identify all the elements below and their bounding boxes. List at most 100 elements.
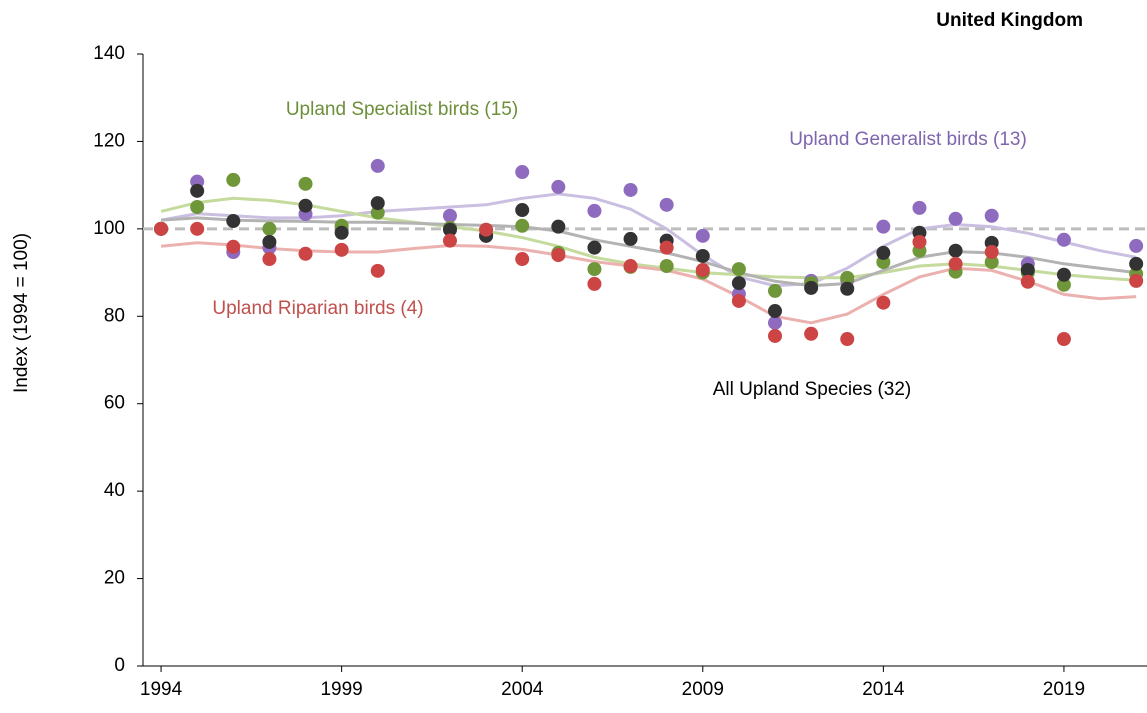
data-point (442, 208, 457, 223)
data-point (695, 262, 710, 277)
data-point (912, 200, 927, 215)
data-point (695, 228, 710, 243)
data-point (1129, 256, 1144, 271)
data-point (731, 293, 746, 308)
data-point (370, 263, 385, 278)
data-point (334, 225, 349, 240)
data-point (948, 243, 963, 258)
series-label: Upland Specialist birds (15) (286, 99, 518, 120)
data-point (190, 183, 205, 198)
data-point (1056, 232, 1071, 247)
data-point (370, 196, 385, 211)
series-label: All Upland Species (32) (713, 379, 912, 400)
data-point (659, 197, 674, 212)
x-tick-label: 2014 (862, 679, 905, 700)
data-point (840, 270, 855, 285)
data-point (1056, 332, 1071, 347)
data-point (876, 219, 891, 234)
data-point (840, 281, 855, 296)
x-tick-label: 1999 (320, 679, 362, 700)
data-point (515, 203, 530, 218)
data-point (551, 219, 566, 234)
data-point (659, 259, 674, 274)
data-point (154, 221, 169, 236)
data-point (768, 304, 783, 319)
data-point (1129, 238, 1144, 253)
y-tick-label: 120 (93, 130, 125, 151)
data-point (948, 256, 963, 271)
trend-line (161, 216, 1137, 288)
data-point (948, 211, 963, 226)
data-point (479, 222, 494, 237)
data-point (262, 252, 277, 267)
y-tick-label: 20 (104, 568, 125, 589)
data-point (876, 295, 891, 310)
y-tick-label: 80 (104, 305, 125, 326)
data-point (731, 276, 746, 291)
data-point (587, 262, 602, 277)
data-point (226, 239, 241, 254)
data-point (804, 280, 819, 295)
data-point (190, 200, 205, 214)
trend-line (160, 241, 1137, 325)
chart-title: United Kingdom (936, 10, 1083, 31)
series-label: Upland Generalist birds (13) (789, 129, 1027, 150)
data-point (840, 332, 855, 347)
trend-line (160, 196, 1137, 282)
data-point (442, 233, 457, 248)
y-tick-label: 140 (93, 43, 125, 64)
series-label: Upland Riparian birds (4) (212, 298, 423, 319)
x-tick-label: 2009 (682, 679, 724, 700)
data-point (1020, 274, 1035, 289)
data-point (984, 255, 999, 270)
data-point (768, 315, 783, 330)
data-point (768, 283, 783, 298)
data-point (1056, 277, 1071, 292)
data-point (334, 242, 349, 257)
data-point (912, 234, 927, 249)
data-point (695, 248, 710, 263)
data-point (515, 252, 530, 267)
x-tick-label: 2019 (1043, 679, 1085, 700)
data-point (370, 205, 385, 220)
y-tick-label: 40 (104, 480, 125, 501)
data-point (262, 221, 277, 236)
data-point (587, 240, 602, 255)
data-point (623, 231, 638, 246)
data-point (262, 234, 277, 249)
data-point (623, 182, 638, 197)
data-point (298, 246, 313, 261)
data-point (731, 262, 746, 277)
y-axis-label: Index (1994 = 100) (11, 233, 32, 393)
data-point (623, 259, 638, 274)
data-point (298, 198, 313, 213)
data-point (515, 218, 530, 233)
data-point (984, 245, 999, 260)
data-point (1056, 267, 1071, 282)
trend-line (160, 192, 1137, 288)
data-point (1129, 273, 1144, 288)
data-point (984, 208, 999, 223)
data-point (298, 176, 313, 191)
data-point (551, 248, 566, 263)
y-tick-label: 0 (114, 655, 125, 676)
data-point (768, 328, 783, 343)
data-point (370, 158, 385, 173)
data-point (190, 221, 205, 236)
data-point (551, 179, 566, 194)
y-tick-label: 60 (104, 393, 125, 414)
data-point (1020, 262, 1035, 277)
y-tick-label: 100 (93, 218, 125, 239)
data-point (226, 213, 241, 228)
data-point (804, 326, 819, 341)
data-point (515, 165, 530, 180)
data-point (659, 240, 674, 255)
data-point (442, 222, 457, 237)
data-point (226, 172, 241, 187)
data-point (876, 245, 891, 260)
data-point (587, 276, 602, 291)
data-point (587, 203, 602, 218)
x-tick-label: 2004 (501, 679, 544, 700)
x-tick-label: 1994 (140, 679, 183, 700)
